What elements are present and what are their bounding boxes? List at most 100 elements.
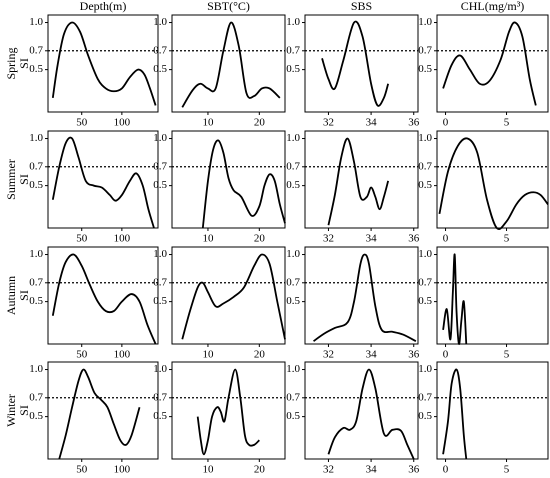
y-tick-label: 0.7 <box>29 160 43 172</box>
y-tick-label: 1.0 <box>153 132 167 144</box>
x-tick-label: 20 <box>254 349 266 361</box>
y-axis-label: SI <box>17 174 31 185</box>
x-tick-label: 10 <box>202 349 214 361</box>
line <box>327 368 415 460</box>
y-tick-label: 1.0 <box>286 363 300 375</box>
line <box>51 253 157 345</box>
x-tick-label: 36 <box>408 464 420 476</box>
y-tick-label: 0.7 <box>153 160 167 172</box>
panel-frame <box>436 246 549 345</box>
y-tick-label: 0.5 <box>418 295 432 307</box>
x-tick-label: 0 <box>443 349 449 361</box>
x-tick-label: 20 <box>254 233 266 245</box>
x-tick-label: 50 <box>76 349 88 361</box>
panel-frame <box>436 14 549 113</box>
x-tick-label: 100 <box>114 464 131 476</box>
y-tick-label: 0.7 <box>153 391 167 403</box>
panel-frame <box>171 361 286 460</box>
y-tick-label: 0.5 <box>286 410 300 422</box>
y-tick-label: 1.0 <box>286 16 300 28</box>
y-tick-label: 0.7 <box>153 276 167 288</box>
line <box>58 368 141 460</box>
panel-frame <box>436 361 549 460</box>
x-tick-label: 10 <box>202 117 214 129</box>
x-tick-label: 10 <box>202 464 214 476</box>
y-tick-label: 1.0 <box>153 363 167 375</box>
panel-frame <box>304 130 419 229</box>
panel-frame <box>47 130 159 229</box>
x-tick-label: 5 <box>504 464 510 476</box>
x-tick-label: 32 <box>323 464 334 476</box>
x-tick-label: 50 <box>76 464 88 476</box>
y-tick-label: 0.7 <box>418 276 432 288</box>
row-label: Summer <box>4 159 18 200</box>
x-tick-label: 100 <box>114 349 131 361</box>
y-tick-label: 1.0 <box>418 248 432 260</box>
line <box>321 20 390 107</box>
y-tick-label: 1.0 <box>286 248 300 260</box>
line <box>327 137 390 226</box>
y-tick-label: 0.5 <box>153 63 167 75</box>
y-axis-label: SI <box>17 405 31 416</box>
panel-frame <box>436 130 549 229</box>
x-tick-label: 20 <box>254 117 266 129</box>
x-tick-label: 32 <box>323 349 334 361</box>
row-label: Autumn <box>4 276 18 315</box>
x-tick-label: 5 <box>504 233 510 245</box>
column-title: SBT(°C) <box>207 0 250 13</box>
y-tick-label: 0.7 <box>418 391 432 403</box>
panel-frame <box>304 246 419 345</box>
x-tick-label: 36 <box>408 349 420 361</box>
panel-frame <box>304 14 419 113</box>
y-tick-label: 1.0 <box>29 16 43 28</box>
line <box>438 137 549 230</box>
y-tick-label: 1.0 <box>418 363 432 375</box>
y-tick-label: 0.7 <box>286 160 300 172</box>
line <box>442 253 468 345</box>
line <box>442 368 468 460</box>
x-tick-label: 34 <box>366 464 378 476</box>
y-tick-label: 0.7 <box>29 276 43 288</box>
y-tick-label: 0.5 <box>153 179 167 191</box>
x-tick-label: 50 <box>76 117 88 129</box>
row-label: Winter <box>4 394 18 427</box>
y-axis-label: SI <box>17 290 31 301</box>
y-tick-label: 0.5 <box>29 179 43 191</box>
panel-frame <box>47 246 159 345</box>
line <box>51 136 155 229</box>
line <box>181 253 286 340</box>
panel-frame <box>304 361 419 460</box>
panel-frame <box>171 14 286 113</box>
y-tick-label: 0.5 <box>286 63 300 75</box>
x-tick-label: 36 <box>408 233 420 245</box>
x-tick-label: 34 <box>366 233 378 245</box>
y-tick-label: 0.5 <box>418 179 432 191</box>
y-tick-label: 0.5 <box>29 63 43 75</box>
line <box>442 21 537 106</box>
y-tick-label: 0.7 <box>418 44 432 56</box>
x-tick-label: 34 <box>366 349 378 361</box>
column-title: SBS <box>351 0 372 13</box>
line <box>313 253 417 342</box>
y-tick-label: 1.0 <box>153 248 167 260</box>
x-tick-label: 20 <box>254 464 266 476</box>
y-tick-label: 1.0 <box>29 248 43 260</box>
y-tick-label: 0.7 <box>418 160 432 172</box>
y-tick-label: 1.0 <box>153 16 167 28</box>
y-tick-label: 0.7 <box>29 44 43 56</box>
x-tick-label: 32 <box>323 233 334 245</box>
x-tick-label: 50 <box>76 233 88 245</box>
line <box>181 21 281 108</box>
line <box>51 21 157 106</box>
x-tick-label: 0 <box>443 233 449 245</box>
y-tick-label: 0.5 <box>286 179 300 191</box>
line <box>196 368 260 456</box>
y-tick-label: 1.0 <box>29 363 43 375</box>
line <box>201 139 286 229</box>
y-tick-label: 0.7 <box>286 391 300 403</box>
x-tick-label: 100 <box>114 117 131 129</box>
x-tick-label: 5 <box>504 117 510 129</box>
y-tick-label: 0.5 <box>286 295 300 307</box>
x-tick-label: 36 <box>408 117 420 129</box>
